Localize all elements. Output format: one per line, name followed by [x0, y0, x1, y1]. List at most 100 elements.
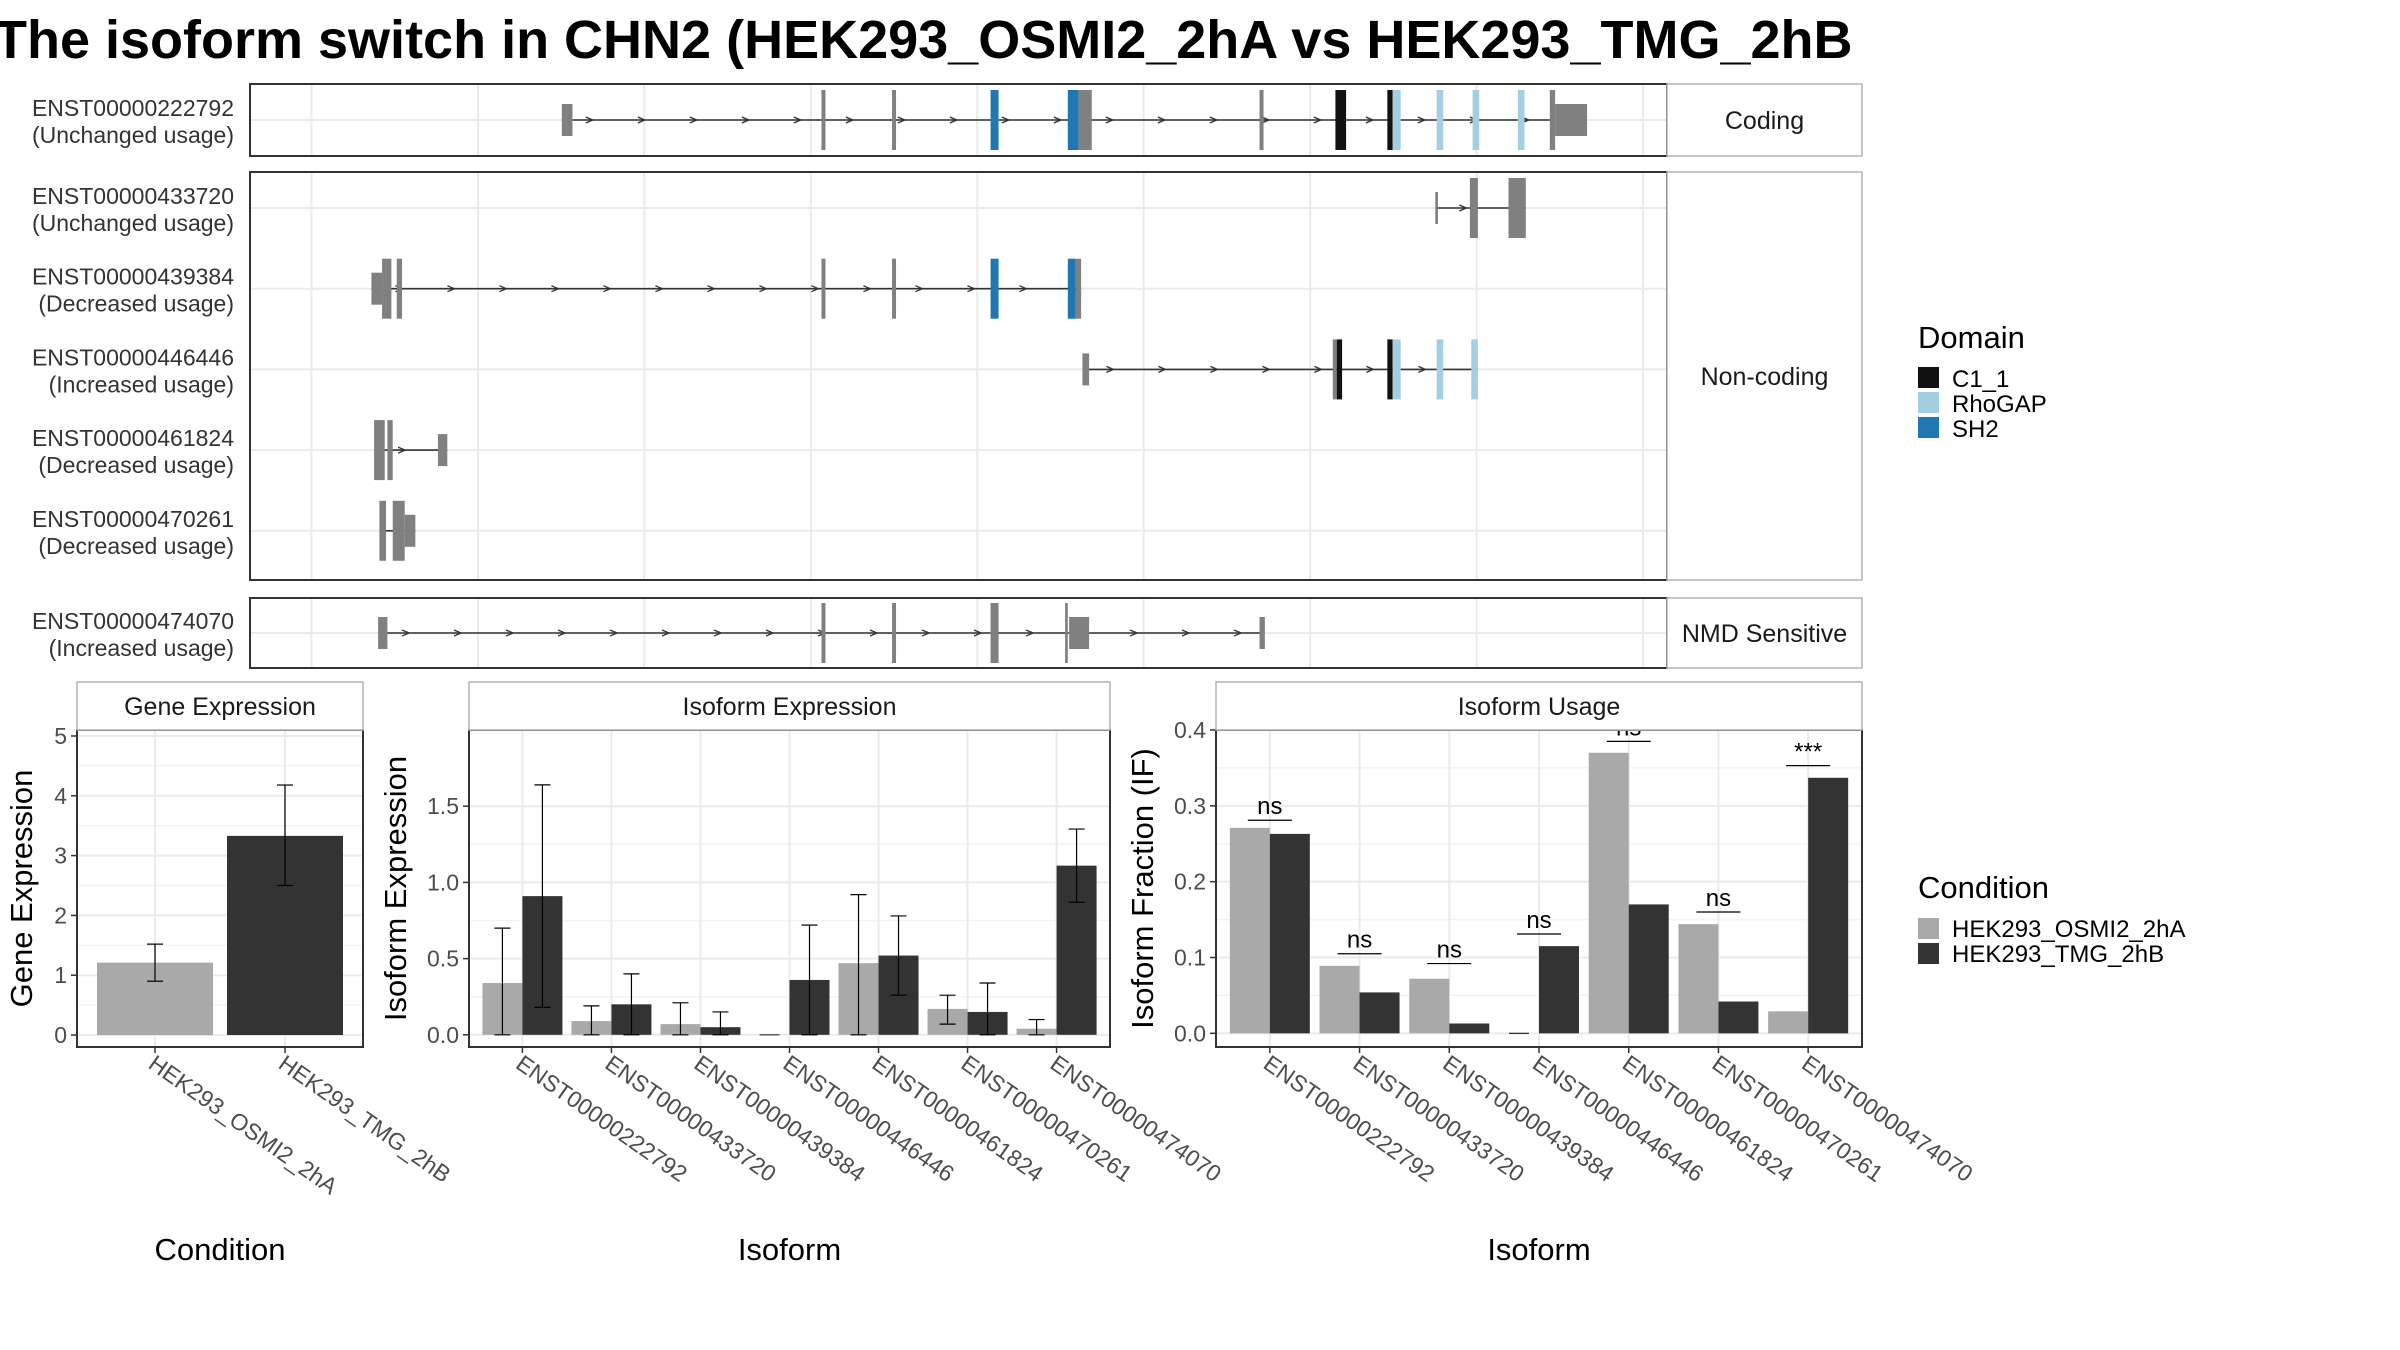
- group-strip-label: Non-coding: [1701, 363, 1829, 391]
- exon-block: [1471, 339, 1478, 400]
- bar: [1588, 752, 1629, 1034]
- exon-block: [821, 603, 826, 663]
- exon-block: [1435, 192, 1438, 224]
- intron-arrow: [499, 285, 509, 293]
- panel-title: Gene Expression: [124, 693, 316, 721]
- intron-arrow: [741, 116, 751, 124]
- exon-block: [1387, 90, 1393, 150]
- exon-block: [1436, 90, 1444, 150]
- intron-arrow: [1233, 629, 1243, 637]
- intron-arrow: [811, 285, 821, 293]
- exon-block: [1387, 339, 1393, 400]
- intron-arrow: [1210, 365, 1220, 373]
- intron-arrow: [1129, 629, 1139, 637]
- intron-arrow: [1019, 285, 1029, 293]
- exon-block: [892, 90, 897, 150]
- intron-arrow: [915, 285, 925, 293]
- exon-block: [1336, 339, 1343, 400]
- bar: [1718, 1001, 1759, 1034]
- intron-arrow: [1105, 116, 1115, 124]
- transcript-group: ENST00000222792(Unchanged usage) Coding: [32, 83, 1863, 157]
- intron-arrow: [1157, 116, 1167, 124]
- y-tick-label: 1: [54, 962, 67, 988]
- transcript-label: ENST00000222792(Unchanged usage): [32, 95, 234, 148]
- exon-block: [404, 514, 416, 547]
- exon-block: [378, 617, 388, 649]
- transcript-usage-label: (Increased usage): [49, 635, 234, 661]
- exon-block: [1067, 258, 1076, 319]
- exon-block: [821, 90, 826, 150]
- bar: [1449, 1023, 1490, 1034]
- intron-arrow: [1001, 116, 1011, 124]
- exon-block: [561, 104, 573, 136]
- bar: [1539, 946, 1579, 1034]
- legend-swatch-sh2: [1918, 417, 1939, 438]
- intron-arrow: [655, 285, 665, 293]
- domain-legend: Domain C1_1 RhoGAP SH2: [1918, 320, 2047, 443]
- intron-arrow: [1261, 116, 1271, 124]
- intron-arrow: [1313, 116, 1323, 124]
- panel-strip: [1666, 597, 1863, 669]
- y-tick-label: 2: [54, 902, 67, 928]
- transcript-usage-label: (Increased usage): [49, 371, 234, 397]
- exon-block: [1078, 90, 1092, 150]
- intron-arrow: [661, 629, 671, 637]
- exon-block: [379, 500, 387, 561]
- exon-block: [1392, 90, 1401, 150]
- panel-strip: [1215, 681, 1863, 731]
- intron-arrow: [949, 116, 959, 124]
- bar: [1269, 833, 1310, 1034]
- y-tick-label: 4: [54, 783, 67, 809]
- exon-block: [1508, 178, 1526, 238]
- exon-block: [396, 258, 403, 319]
- significance-label: ns: [1347, 927, 1372, 954]
- intron-arrow: [1417, 116, 1427, 124]
- panel-background: [250, 172, 1667, 580]
- transcript-label: ENST00000446446(Increased usage): [32, 344, 234, 397]
- y-tick-label: 1.5: [427, 793, 459, 819]
- intron-arrow: [1106, 365, 1116, 373]
- exon-block: [437, 434, 448, 467]
- intron-arrow: [1053, 116, 1063, 124]
- exon-block: [392, 500, 405, 561]
- exon-block: [1469, 178, 1478, 238]
- significance-label: ***: [1794, 739, 1822, 766]
- exon-block: [892, 258, 897, 319]
- y-tick-label: 5: [54, 723, 67, 749]
- intron-arrow: [603, 285, 613, 293]
- exon-block: [892, 603, 897, 663]
- transcript-group: ENST00000474070(Increased usage) NMD Sens…: [32, 597, 1863, 669]
- exon-block: [1549, 90, 1556, 150]
- y-tick-label: 0.1: [1174, 945, 1206, 971]
- y-tick-label: 0: [54, 1022, 67, 1048]
- intron-arrow: [453, 629, 463, 637]
- transcript-label: ENST00000461824(Decreased usage): [32, 425, 234, 478]
- exon-block: [1065, 603, 1068, 663]
- condition-legend: Condition HEK293_OSMI2_2hA HEK293_TMG_2h…: [1918, 870, 2185, 968]
- intron-arrow: [1262, 365, 1272, 373]
- transcript-usage-label: (Decreased usage): [38, 291, 234, 317]
- panel-strip: [468, 681, 1111, 731]
- legend-swatch-rhogap: [1918, 392, 1939, 413]
- intron-arrow: [397, 446, 407, 454]
- bar: [1229, 827, 1270, 1034]
- transcript-label: ENST00000474070(Increased usage): [32, 608, 234, 661]
- exon-block: [382, 258, 392, 319]
- exon-block: [1392, 339, 1401, 400]
- bar: [1359, 992, 1400, 1034]
- y-tick-label: 0.4: [1174, 717, 1206, 743]
- intron-arrow: [401, 629, 411, 637]
- transcript-group: ENST00000433720(Unchanged usage)ENST0000…: [32, 171, 1863, 581]
- exon-block: [821, 258, 826, 319]
- exon-block: [1067, 90, 1079, 150]
- intron-arrow: [897, 116, 907, 124]
- panel-strip: [76, 681, 364, 731]
- transcript-structure-panels: ENST00000222792(Unchanged usage) CodingEN…: [32, 83, 1863, 669]
- legend-swatch-osmi2: [1918, 918, 1939, 939]
- panel-strip: [1666, 171, 1863, 581]
- bar: [1768, 1011, 1809, 1034]
- significance-label: ns: [1257, 793, 1282, 820]
- intron-arrow: [845, 116, 855, 124]
